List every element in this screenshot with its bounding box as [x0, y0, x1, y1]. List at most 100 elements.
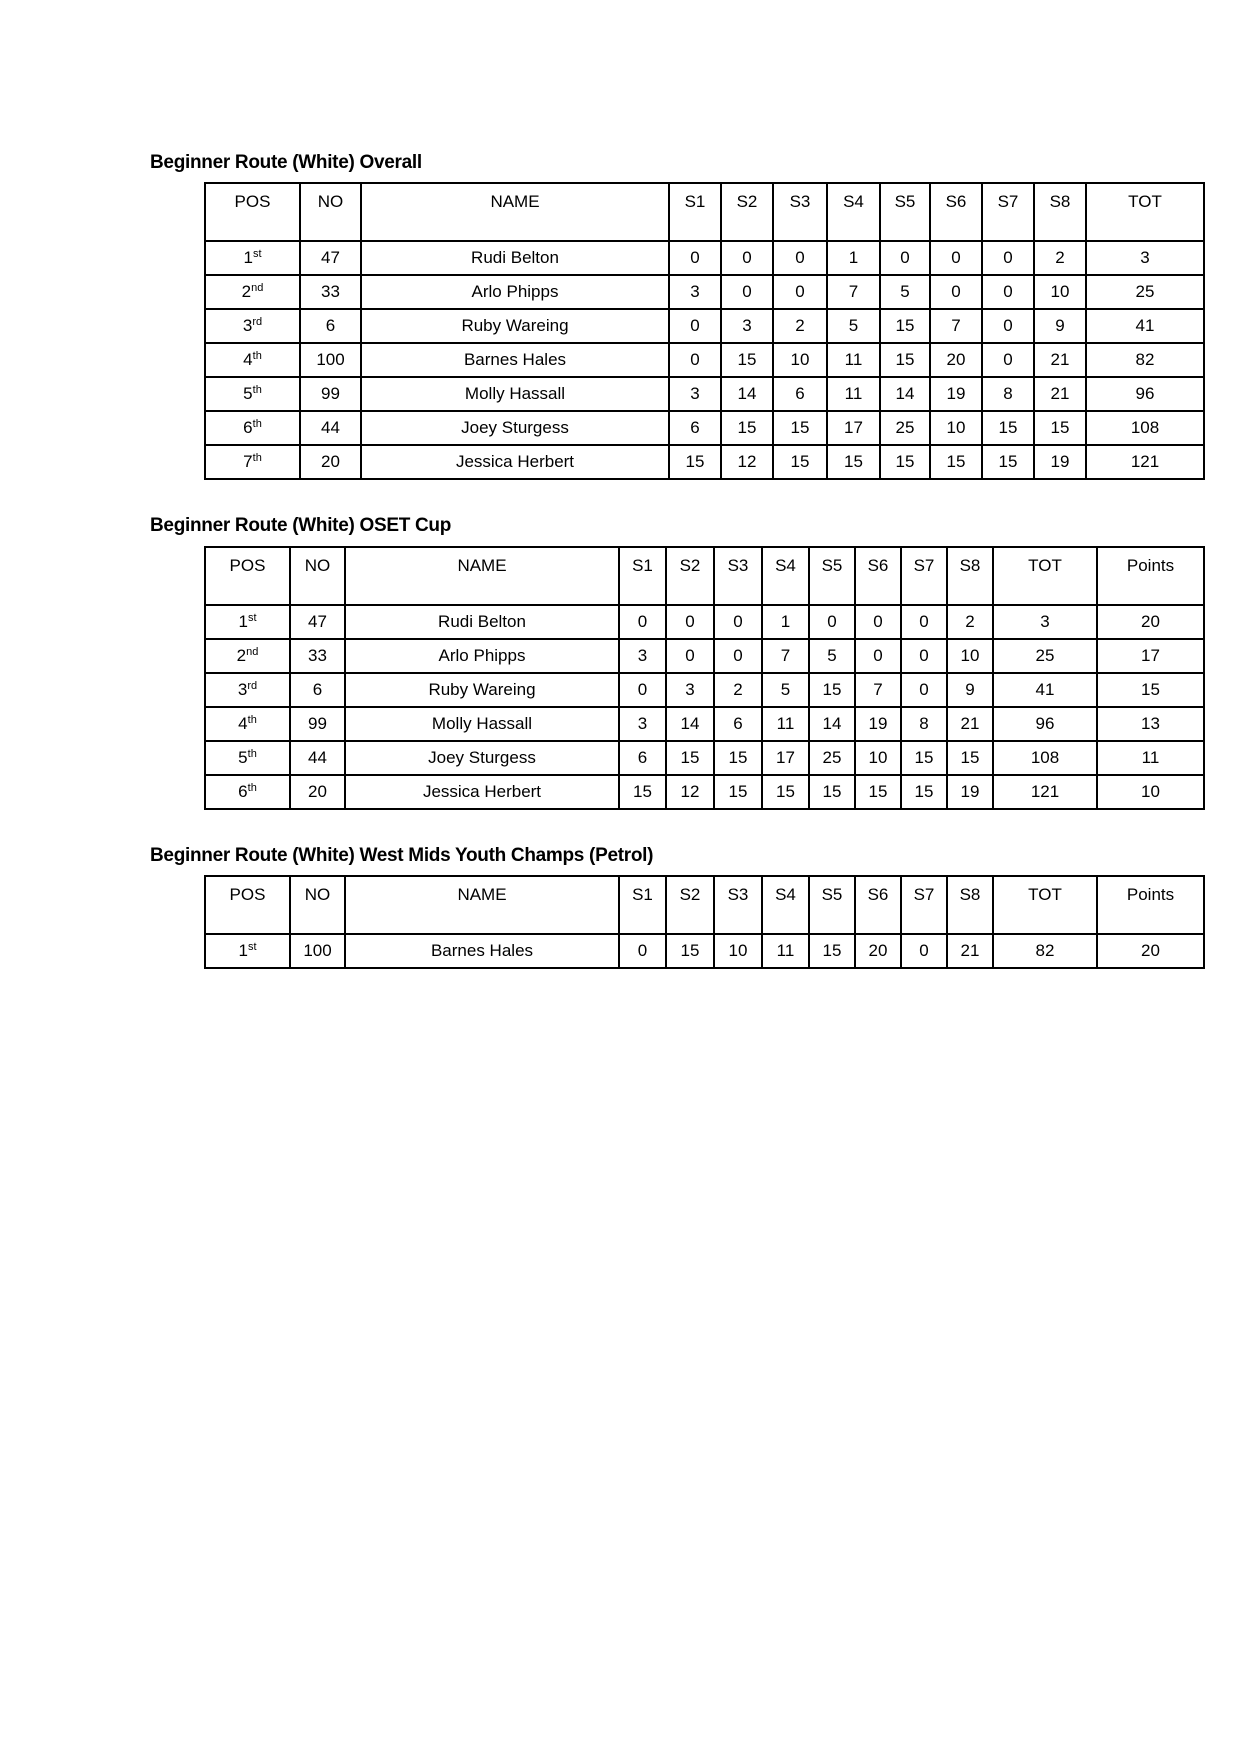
- section-score-cell: 0: [772, 274, 828, 310]
- total-cell: 25: [992, 638, 1098, 674]
- column-header: POS: [204, 875, 291, 935]
- column-header: Points: [1096, 546, 1205, 606]
- rider-name-cell: Rudi Belton: [344, 604, 620, 640]
- section-score-cell: 15: [713, 740, 763, 776]
- position-cell: 1st: [204, 604, 291, 640]
- points-cell: 20: [1096, 604, 1205, 640]
- section-score-cell: 15: [713, 774, 763, 810]
- section-score-cell: 10: [929, 410, 983, 446]
- column-header: S3: [772, 182, 828, 242]
- rider-number-cell: 20: [299, 444, 362, 480]
- position-cell: 1st: [204, 240, 301, 276]
- position-cell: 1st: [204, 933, 291, 969]
- position-suffix: st: [247, 941, 257, 953]
- section-score-cell: 0: [720, 274, 774, 310]
- total-cell: 25: [1085, 274, 1205, 310]
- table-row: 1st 100 Barnes Hales 0 15 10 11 15 20 0 21 82 20: [204, 933, 1205, 969]
- rider-number-cell: 6: [289, 672, 346, 708]
- rider-name-cell: Molly Hassall: [344, 706, 620, 742]
- table-row: 1st 47 Rudi Belton 0 0 0 1 0 0 0 2 3: [204, 240, 1205, 276]
- section-score-cell: 2: [946, 604, 994, 640]
- section-score-cell: 7: [826, 274, 881, 310]
- section-score-cell: 11: [761, 706, 810, 742]
- position-suffix: rd: [252, 316, 263, 328]
- section-score-cell: 0: [720, 240, 774, 276]
- section-score-cell: 2: [772, 308, 828, 344]
- points-cell: 13: [1096, 706, 1205, 742]
- position-suffix: th: [252, 350, 262, 362]
- section-score-cell: 0: [900, 638, 948, 674]
- section-score-cell: 3: [665, 672, 715, 708]
- total-cell: 96: [992, 706, 1098, 742]
- section-score-cell: 5: [826, 308, 881, 344]
- section-score-cell: 3: [668, 376, 722, 412]
- position-number: 5: [243, 384, 253, 403]
- column-header: S4: [761, 546, 810, 606]
- rider-number-cell: 47: [289, 604, 346, 640]
- position-suffix: th: [247, 782, 257, 794]
- section-score-cell: 0: [981, 308, 1035, 344]
- position-cell: 4th: [204, 342, 301, 378]
- rider-number-cell: 100: [299, 342, 362, 378]
- column-header: S8: [946, 875, 994, 935]
- position-suffix: st: [247, 612, 257, 624]
- section-score-cell: 8: [900, 706, 948, 742]
- section-score-cell: 2: [713, 672, 763, 708]
- column-header: S3: [713, 875, 763, 935]
- section-title-overall: Beginner Route (White) Overall: [150, 152, 422, 173]
- column-header: S5: [879, 182, 931, 242]
- section-score-cell: 21: [1033, 342, 1087, 378]
- rider-number-cell: 99: [299, 376, 362, 412]
- section-score-cell: 15: [720, 342, 774, 378]
- section-score-cell: 5: [761, 672, 810, 708]
- section-score-cell: 0: [668, 342, 722, 378]
- rider-name-cell: Barnes Hales: [344, 933, 620, 969]
- column-header: S6: [929, 182, 983, 242]
- section-score-cell: 6: [772, 376, 828, 412]
- position-number: 7: [243, 452, 253, 471]
- section-score-cell: 20: [854, 933, 902, 969]
- points-cell: 20: [1096, 933, 1205, 969]
- section-title-oset-cup: Beginner Route (White) OSET Cup: [150, 515, 452, 536]
- position-cell: 6th: [204, 774, 291, 810]
- column-header: S8: [946, 546, 994, 606]
- total-cell: 41: [1085, 308, 1205, 344]
- position-suffix: th: [247, 714, 257, 726]
- section-score-cell: 6: [618, 740, 667, 776]
- column-header: NO: [289, 546, 346, 606]
- total-cell: 82: [992, 933, 1098, 969]
- rider-name-cell: Joey Sturgess: [360, 410, 670, 446]
- section-score-cell: 0: [929, 240, 983, 276]
- section-score-cell: 15: [946, 740, 994, 776]
- total-cell: 41: [992, 672, 1098, 708]
- position-number: 6: [238, 782, 248, 801]
- points-cell: 11: [1096, 740, 1205, 776]
- section-score-cell: 15: [879, 342, 931, 378]
- section-score-cell: 21: [946, 706, 994, 742]
- total-cell: 82: [1085, 342, 1205, 378]
- column-header: S5: [808, 875, 856, 935]
- position-cell: 3rd: [204, 308, 301, 344]
- section-score-cell: 15: [720, 410, 774, 446]
- position-cell: 2nd: [204, 274, 301, 310]
- rider-name-cell: Molly Hassall: [360, 376, 670, 412]
- section-score-cell: 3: [618, 638, 667, 674]
- table-row: 2nd 33 Arlo Phipps 3 0 0 7 5 0 0 10 25 17: [204, 638, 1205, 674]
- rider-number-cell: 20: [289, 774, 346, 810]
- section-score-cell: 15: [981, 410, 1035, 446]
- section-score-cell: 15: [808, 672, 856, 708]
- section-score-cell: 0: [929, 274, 983, 310]
- section-score-cell: 3: [618, 706, 667, 742]
- table-row: 4th 99 Molly Hassall 3 14 6 11 14 19 8 21 96 13: [204, 706, 1205, 742]
- position-suffix: th: [252, 452, 262, 464]
- section-score-cell: 15: [900, 774, 948, 810]
- header-row: POS NO NAME S1 S2 S3 S4 S5 S6 S7 S8 TOT Points: [204, 875, 1205, 935]
- column-header: S3: [713, 546, 763, 606]
- table-row: 5th 99 Molly Hassall 3 14 6 11 14 19 8 21 96: [204, 376, 1205, 412]
- table-row: 4th 100 Barnes Hales 0 15 10 11 15 20 0 21 82: [204, 342, 1205, 378]
- section-score-cell: 15: [668, 444, 722, 480]
- section-score-cell: 15: [900, 740, 948, 776]
- rider-name-cell: Ruby Wareing: [344, 672, 620, 708]
- rider-name-cell: Jessica Herbert: [344, 774, 620, 810]
- section-score-cell: 14: [879, 376, 931, 412]
